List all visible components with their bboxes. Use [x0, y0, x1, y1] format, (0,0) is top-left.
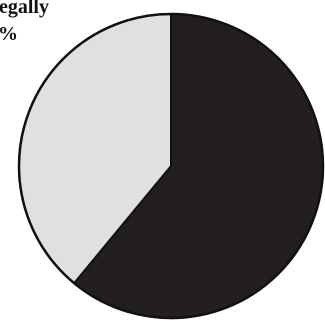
slice-label-line-1: egally [0, 0, 49, 18]
pie-slices [18, 13, 324, 319]
slice-label-line-2: % [0, 23, 18, 45]
pie-outline [17, 12, 325, 320]
